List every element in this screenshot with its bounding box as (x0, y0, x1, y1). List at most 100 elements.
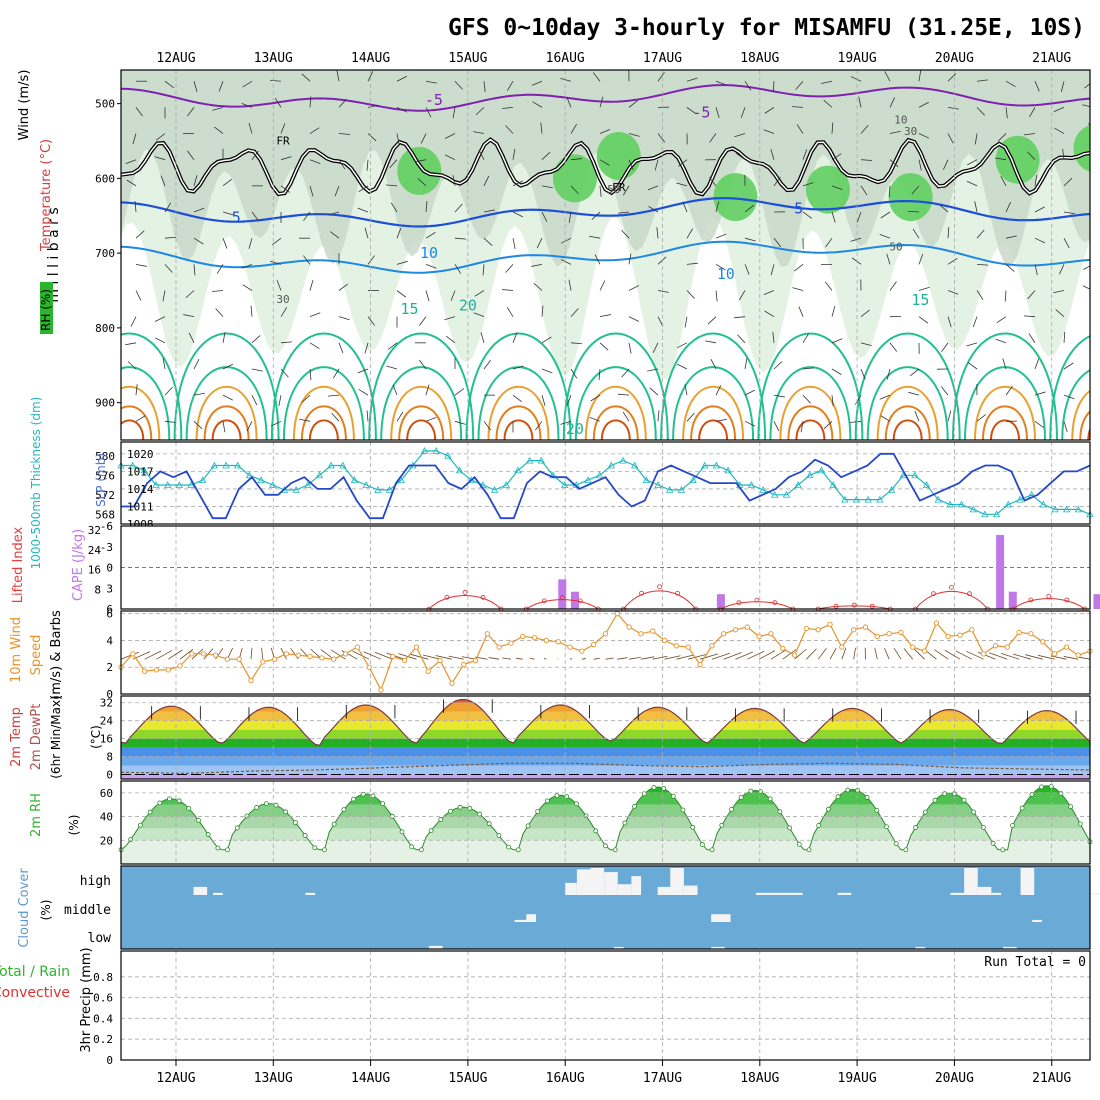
isotherm-arc (173, 332, 280, 440)
wind-barb (309, 159, 321, 165)
wind-speed-point (756, 633, 762, 640)
wind-barb (162, 358, 166, 370)
isotherm-arc (398, 405, 445, 440)
thickness-point (689, 476, 697, 484)
rh-legend-value: 90 (4, 325, 6, 327)
wind-barb (889, 97, 896, 108)
li-point (1046, 593, 1052, 599)
surface-barb (543, 658, 547, 660)
wind-barb (976, 290, 984, 300)
wind-barb (303, 211, 311, 222)
thickness-point (490, 486, 499, 493)
li-point (869, 603, 875, 609)
cloud-bar-high (977, 886, 992, 895)
wind-speed-point (1075, 652, 1081, 658)
thickness-point (724, 466, 732, 474)
rh-point (1019, 805, 1025, 811)
cloud-bar-high (212, 892, 223, 895)
rh-point (448, 808, 453, 814)
wind-barb (1005, 386, 1013, 396)
rh-point (302, 833, 308, 838)
wind-barb (334, 185, 340, 197)
wind-barb (880, 211, 891, 219)
contour-label: 20 (566, 420, 584, 438)
rh-point (137, 822, 143, 828)
isotherm-minus5 (121, 84, 1090, 112)
wind-speed-point (1040, 639, 1046, 645)
surface-barb (966, 651, 984, 660)
li-curve (818, 605, 891, 610)
wind-barb (678, 159, 688, 167)
wind-speed-point (579, 648, 585, 654)
wind-barb (280, 368, 289, 378)
rh-point (903, 847, 909, 853)
wind-barb (850, 420, 862, 423)
wind-barb (512, 365, 524, 370)
rh-point (981, 825, 986, 830)
wind-barb (1023, 315, 1036, 318)
wind-speed-point (295, 652, 301, 658)
thickness-point (981, 510, 989, 518)
wind-barb (396, 290, 407, 298)
thickness-point (841, 495, 849, 503)
wind-barb (686, 290, 695, 299)
wind-barb (1005, 107, 1008, 119)
wind-barb (309, 342, 320, 349)
temp-ylabel-2: 2m DewPt (29, 704, 44, 771)
wind-barb (851, 257, 862, 265)
isotherm-arc (973, 385, 1036, 440)
wind-barb (452, 174, 456, 186)
wind-speed-point (780, 645, 786, 652)
cloud-ylabel-2: (%) (39, 900, 53, 921)
wind-barb (831, 211, 836, 223)
wind-barb (425, 384, 430, 396)
rh-point (477, 811, 482, 817)
surface-barb (488, 657, 500, 660)
wind-speed-point (591, 641, 597, 648)
wind-barb (967, 159, 978, 166)
wind-barb (1063, 177, 1073, 187)
wind-barb (802, 149, 808, 160)
isotherm-arc (981, 405, 1028, 440)
wind-speed-point (886, 631, 892, 637)
isotherm-arc (121, 419, 145, 440)
wind-barb (367, 71, 374, 82)
wind-barb (918, 101, 929, 108)
li-point (833, 603, 839, 609)
wind-barb (1034, 81, 1040, 92)
surface-barb (502, 657, 512, 660)
wind-barb (1005, 201, 1012, 213)
wind-barb (425, 290, 430, 302)
surface-barb (711, 652, 730, 660)
wind-barb (135, 107, 143, 117)
rh-point (263, 801, 269, 807)
wind-barb (338, 316, 350, 321)
wind-barb (735, 152, 746, 161)
isotherm-arc (300, 405, 347, 440)
cloud-bar-middle (1032, 919, 1042, 922)
wind-barb (1058, 264, 1065, 275)
upper-frame (120, 69, 1091, 441)
surface-barb (829, 647, 837, 660)
wind-speed-point (342, 651, 349, 657)
rh-point (341, 807, 347, 813)
cloud-bar-high (617, 884, 632, 895)
wind-speed-point (449, 680, 455, 686)
wind-barb (216, 264, 224, 274)
wind-barb (364, 227, 369, 239)
isotherm-arc (787, 405, 834, 440)
wind-barb (250, 305, 253, 317)
wind-speed-point (1016, 629, 1022, 636)
wind-barb (560, 420, 572, 425)
wind-barb (599, 96, 604, 108)
wind-barb (715, 201, 720, 213)
thickness-point (432, 447, 440, 454)
temp-ylabel-full: 2m Temp 2m DewPt (6hr Min/Max) (°C) (0, 0, 21, 1)
isotherm-arc (406, 419, 437, 440)
wind-barb (215, 308, 224, 317)
wind-speed-point (626, 624, 632, 630)
isotherm-arc (682, 385, 745, 440)
wind-speed-point (874, 633, 880, 640)
wind-barb (1084, 83, 1090, 89)
wind-barb (652, 342, 659, 353)
